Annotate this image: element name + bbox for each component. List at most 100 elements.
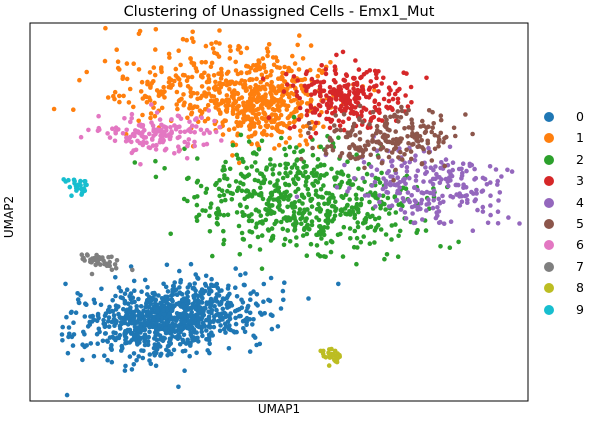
- cluster-4-point: [474, 187, 479, 193]
- cluster-1-point: [180, 36, 186, 42]
- cluster-0-point: [155, 308, 160, 314]
- cluster-3-point: [324, 109, 330, 115]
- cluster-2-point: [222, 167, 227, 172]
- cluster-4-point: [487, 164, 493, 169]
- cluster-1-point: [275, 58, 280, 64]
- cluster-0-point: [191, 336, 197, 342]
- cluster-1-point: [140, 112, 145, 118]
- cluster-0-point: [306, 296, 311, 301]
- cluster-2-point: [293, 220, 298, 226]
- cluster-0-point: [225, 319, 231, 324]
- cluster-4-point: [381, 176, 386, 181]
- cluster-6-point: [161, 124, 167, 129]
- cluster-2-point: [383, 232, 389, 237]
- cluster-0-point: [167, 330, 172, 336]
- cluster-0-point: [194, 330, 199, 335]
- cluster-2-point: [365, 211, 370, 217]
- cluster-0-point: [81, 329, 86, 335]
- cluster-1-point: [158, 67, 164, 72]
- cluster-0-point: [269, 326, 275, 332]
- cluster-0-point: [70, 343, 76, 348]
- cluster-5-point: [306, 130, 311, 136]
- cluster-0-point: [187, 319, 193, 325]
- cluster-6-point: [135, 138, 140, 144]
- cluster-5-point: [381, 135, 387, 141]
- cluster-4-point: [377, 193, 382, 198]
- cluster-1-point: [191, 90, 196, 96]
- cluster-1-point: [256, 120, 261, 126]
- cluster-2-point: [239, 156, 245, 162]
- cluster-9-point: [78, 182, 83, 188]
- cluster-0-point: [215, 318, 221, 324]
- cluster-0-point: [241, 326, 246, 331]
- cluster-2-point: [195, 156, 200, 161]
- cluster-5-point: [409, 120, 415, 126]
- cluster-0-point: [104, 338, 110, 344]
- cluster-4-point: [405, 190, 411, 195]
- cluster-5-point: [409, 156, 414, 162]
- cluster-0-point: [131, 333, 137, 339]
- cluster-0-point: [153, 321, 159, 326]
- cluster-0-point: [171, 347, 177, 353]
- legend-label: 4: [576, 194, 584, 210]
- cluster-6-point: [154, 110, 160, 115]
- cluster-2-point: [266, 197, 271, 203]
- cluster-1-point: [248, 65, 254, 71]
- cluster-0-point: [275, 324, 281, 329]
- cluster-3-point: [294, 93, 300, 99]
- cluster-3-point: [341, 127, 347, 133]
- cluster-2-point: [354, 235, 360, 241]
- cluster-6-point: [199, 115, 204, 121]
- cluster-3-point: [366, 87, 372, 92]
- cluster-5-point: [406, 125, 412, 130]
- cluster-4-point: [460, 161, 466, 166]
- cluster-1-point: [269, 132, 274, 138]
- cluster-0-point: [186, 325, 192, 331]
- cluster-0-point: [116, 285, 122, 290]
- cluster-2-point: [392, 194, 398, 199]
- cluster-2-point: [397, 228, 403, 234]
- cluster-5-point: [368, 152, 374, 158]
- cluster-0-point: [192, 281, 197, 286]
- cluster-1-point: [204, 79, 210, 85]
- cluster-0-point: [157, 344, 163, 349]
- cluster-2-point: [338, 212, 343, 218]
- cluster-2-point: [238, 171, 244, 177]
- cluster-6-point: [130, 132, 136, 138]
- cluster-0-point: [94, 331, 100, 337]
- cluster-4-point: [436, 196, 442, 202]
- cluster-4-point: [423, 171, 428, 176]
- x-axis-label: UMAP1: [257, 402, 301, 416]
- cluster-1-point: [259, 72, 265, 78]
- cluster-1-point: [287, 135, 292, 141]
- cluster-5-point: [391, 146, 397, 152]
- cluster-1-point: [137, 28, 143, 34]
- cluster-3-point: [327, 85, 333, 90]
- cluster-5-point: [391, 177, 396, 183]
- cluster-4-point: [385, 190, 391, 195]
- cluster-4-point: [459, 199, 465, 204]
- cluster-1-point: [205, 116, 211, 121]
- cluster-3-point: [294, 89, 299, 95]
- cluster-0-point: [182, 310, 188, 316]
- cluster-0-point: [82, 314, 88, 319]
- cluster-2-point: [299, 221, 304, 226]
- cluster-1-point: [131, 104, 136, 110]
- cluster-1-point: [167, 76, 172, 81]
- cluster-1-point: [206, 86, 211, 91]
- cluster-5-point: [307, 126, 313, 131]
- cluster-4-point: [368, 164, 374, 169]
- cluster-2-point: [311, 183, 317, 188]
- cluster-1-point: [260, 84, 266, 90]
- cluster-4-point: [415, 168, 421, 173]
- cluster-7-point: [109, 254, 114, 260]
- cluster-3-point: [359, 84, 365, 90]
- cluster-0-point: [195, 335, 200, 341]
- cluster-4-point: [480, 188, 486, 193]
- cluster-2-point: [324, 212, 329, 218]
- cluster-6-point: [105, 131, 110, 136]
- cluster-2-point: [304, 207, 310, 212]
- cluster-0-point: [191, 285, 196, 291]
- cluster-3-point: [331, 87, 337, 92]
- cluster-2-point: [313, 173, 319, 178]
